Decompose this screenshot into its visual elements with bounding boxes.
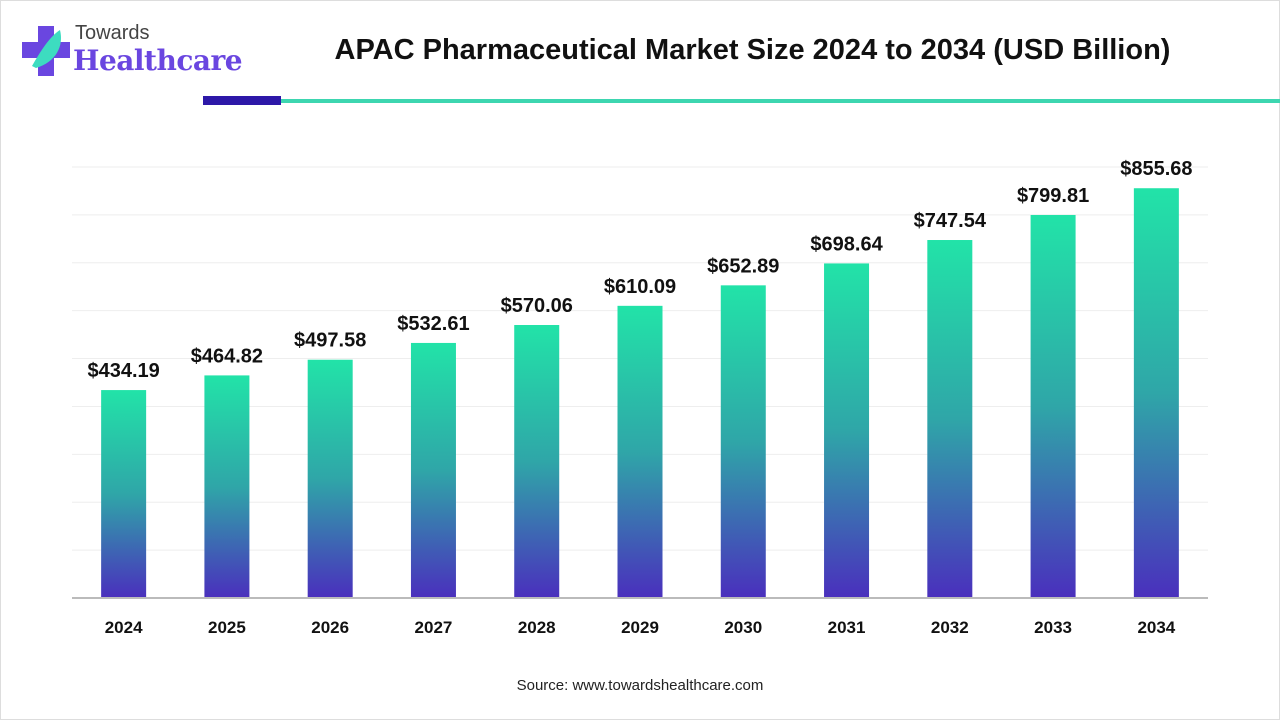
data-label: $799.81 bbox=[1017, 185, 1089, 207]
x-tick-label: 2027 bbox=[415, 618, 453, 637]
x-tick-label: 2024 bbox=[105, 618, 143, 637]
bar-2032 bbox=[927, 240, 973, 598]
data-label: $610.09 bbox=[604, 276, 676, 298]
bar-2027 bbox=[410, 342, 456, 598]
data-label: $855.68 bbox=[1120, 158, 1192, 180]
x-tick-label: 2030 bbox=[724, 618, 762, 637]
bar-2034 bbox=[1133, 188, 1179, 598]
chart-title: APAC Pharmaceutical Market Size 2024 to … bbox=[334, 34, 1171, 66]
source-note: Source: www.towardshealthcare.com bbox=[516, 677, 764, 694]
x-tick-label: 2029 bbox=[621, 618, 659, 637]
x-tick-label: 2032 bbox=[931, 618, 969, 637]
data-label: $434.19 bbox=[87, 360, 159, 382]
bar-2024 bbox=[101, 390, 147, 598]
data-label: $532.61 bbox=[397, 313, 469, 335]
data-label: $464.82 bbox=[191, 345, 263, 367]
x-tick-label: 2025 bbox=[208, 618, 246, 637]
brand-line1: Towards bbox=[75, 22, 150, 44]
bar-2033 bbox=[1030, 214, 1076, 599]
cross-leaf-icon bbox=[22, 26, 70, 76]
brand-line2: Healthcare bbox=[73, 44, 243, 77]
data-label: $497.58 bbox=[294, 330, 366, 352]
x-tick-label: 2034 bbox=[1137, 618, 1175, 637]
brand-logo: Towards Healthcare bbox=[20, 22, 243, 82]
bar-2028 bbox=[514, 325, 560, 598]
x-tick-label: 2031 bbox=[828, 618, 866, 637]
title-underline-dark bbox=[203, 96, 281, 105]
bar-2029 bbox=[617, 305, 663, 598]
x-tick-label: 2028 bbox=[518, 618, 556, 637]
data-label: $747.54 bbox=[914, 210, 987, 232]
data-label: $570.06 bbox=[501, 295, 573, 317]
bar-2025 bbox=[204, 375, 250, 598]
data-label: $698.64 bbox=[810, 233, 883, 255]
bar-2030 bbox=[720, 285, 766, 598]
title-underline-teal bbox=[281, 99, 1280, 103]
bar-2031 bbox=[824, 263, 870, 598]
x-tick-label: 2033 bbox=[1034, 618, 1072, 637]
data-label: $652.89 bbox=[707, 255, 779, 277]
bar-2026 bbox=[307, 359, 353, 598]
x-tick-label: 2026 bbox=[311, 618, 349, 637]
